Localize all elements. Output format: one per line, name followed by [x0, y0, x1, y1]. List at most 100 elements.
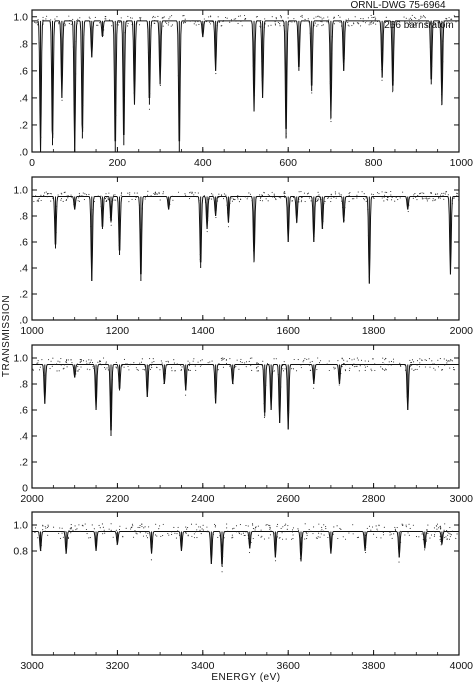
data-point [43, 195, 45, 197]
data-point [227, 530, 229, 532]
data-point [116, 544, 118, 546]
data-point [286, 528, 288, 530]
data-point [411, 361, 413, 363]
data-point [423, 192, 425, 194]
data-point [232, 198, 235, 200]
data-point [308, 358, 310, 360]
data-point [409, 22, 411, 24]
data-point [257, 525, 259, 527]
data-point [433, 535, 435, 537]
data-point [170, 367, 173, 369]
data-point [386, 191, 388, 194]
data-point [438, 527, 440, 529]
data-point [218, 363, 220, 365]
data-point [167, 360, 169, 362]
data-point [67, 363, 69, 365]
data-point [259, 197, 262, 199]
data-point [108, 198, 110, 200]
data-point [211, 198, 213, 200]
data-point [436, 525, 438, 527]
data-point [443, 537, 446, 539]
data-point [62, 536, 64, 538]
data-point [330, 193, 332, 195]
data-point [82, 195, 84, 197]
data-point [171, 15, 173, 17]
data-point [440, 94, 443, 96]
data-point [274, 196, 276, 199]
data-point [65, 361, 67, 363]
data-point [215, 386, 217, 388]
data-point [251, 357, 253, 359]
data-point [342, 62, 345, 65]
data-point [65, 199, 68, 201]
data-point [363, 199, 365, 201]
data-point [214, 523, 216, 525]
data-point [327, 197, 329, 199]
data-point [108, 528, 110, 530]
data-point [278, 537, 280, 539]
data-point [107, 198, 109, 200]
data-point [102, 34, 104, 36]
data-point [390, 364, 392, 366]
data-point [111, 407, 113, 409]
data-point [317, 15, 319, 17]
data-point [388, 361, 390, 363]
data-point [431, 65, 433, 67]
data-point [245, 361, 248, 363]
x-tick-label: 2400 [191, 493, 215, 505]
data-point [196, 537, 198, 539]
data-point [416, 364, 418, 366]
data-point [426, 528, 428, 531]
data-point [390, 190, 392, 193]
data-point [235, 365, 237, 367]
data-point [220, 538, 222, 540]
data-point [334, 367, 336, 369]
data-point [61, 527, 63, 529]
data-point [374, 16, 376, 18]
data-point [92, 362, 94, 364]
data-point [58, 23, 60, 25]
data-point [225, 194, 227, 196]
data-point [376, 536, 378, 538]
data-point [177, 191, 180, 193]
data-point [375, 525, 377, 527]
data-point [344, 538, 347, 540]
data-point [450, 359, 452, 361]
data-point [151, 363, 153, 365]
data-point [82, 360, 85, 362]
data-point [47, 526, 49, 529]
data-point [92, 217, 94, 219]
data-point [110, 529, 112, 531]
data-point [367, 360, 370, 362]
data-point [263, 416, 266, 418]
data-point [227, 226, 230, 228]
data-point [424, 549, 426, 551]
y-tick-label: .8 [19, 379, 28, 391]
data-point [168, 204, 170, 206]
data-point [393, 361, 395, 363]
data-point [405, 526, 407, 528]
data-point [433, 530, 435, 532]
data-point [263, 191, 265, 193]
data-point [224, 16, 227, 19]
data-point [78, 192, 80, 194]
data-point [77, 366, 79, 368]
data-point [357, 22, 359, 24]
data-point [333, 526, 335, 528]
data-point [347, 22, 349, 24]
x-tick-label: 1800 [362, 325, 386, 337]
data-point [300, 197, 302, 199]
x-tick-label: 3400 [191, 660, 215, 672]
data-point [200, 364, 203, 366]
data-point [139, 532, 141, 534]
data-point [348, 369, 350, 372]
data-point [376, 192, 379, 194]
data-point [381, 197, 383, 199]
data-point [440, 540, 442, 543]
data-point [256, 16, 258, 18]
data-point [279, 23, 281, 25]
data-point [397, 548, 400, 550]
data-point [269, 527, 271, 529]
data-point [250, 365, 252, 367]
panel-3: 2000 2200 2400 2600 2800 3000 0 .2 .4 .6 .8 1.0 [13, 344, 473, 505]
